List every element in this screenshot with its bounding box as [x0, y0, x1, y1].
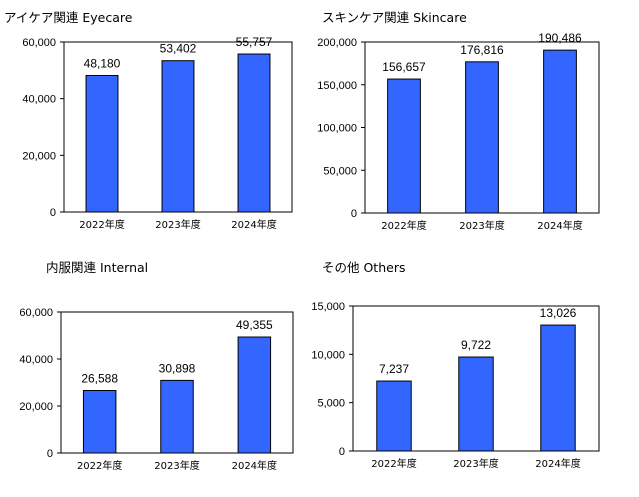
y-tick-label: 0 [351, 208, 357, 220]
data-label: 49,355 [236, 318, 273, 332]
x-tick-label: 2024年度 [537, 219, 582, 232]
x-tick-label: 2023年度 [453, 457, 498, 470]
y-tick-label: 0 [339, 446, 345, 458]
data-label: 156,657 [382, 60, 426, 74]
data-label: 190,486 [538, 31, 582, 45]
y-tick-label: 10,000 [311, 349, 345, 361]
y-tick-label: 15,000 [311, 301, 345, 313]
bar [376, 380, 412, 452]
chart-panel-1: アイケア関連 Eyecare 0 20,000 40,000 60,000 48,180 2… [4, 10, 293, 231]
bar [458, 356, 494, 452]
x-tick-label: 2023年度 [154, 459, 199, 472]
y-tick-label: 0 [47, 448, 53, 460]
x-tick-label: 2022年度 [381, 219, 426, 232]
bar [237, 336, 272, 454]
y-tick-label: 100,000 [317, 123, 357, 135]
y-tick-label: 5,000 [317, 398, 345, 410]
x-tick-label: 2022年度 [371, 457, 416, 470]
y-tick-label: 60,000 [19, 307, 53, 319]
data-label: 7,237 [379, 362, 409, 376]
x-tick-label: 2023年度 [155, 218, 200, 231]
y-tick-label: 20,000 [19, 401, 53, 413]
chart-panel-4: その他 Others 0 5,000 10,000 15,000 7,237 2022年度 9… [311, 260, 600, 470]
data-label: 48,180 [84, 56, 121, 70]
bar [85, 74, 119, 213]
y-tick-label: 50,000 [323, 165, 357, 177]
x-tick-label: 2022年度 [77, 459, 122, 472]
data-label: 55,757 [236, 35, 273, 49]
y-tick-label: 200,000 [317, 37, 357, 49]
chart-title: スキンケア関連 Skincare [322, 10, 467, 25]
chart-panel-3: 内服関連 Internal 0 20,000 40,000 60,000 26,588 20… [19, 260, 294, 472]
y-tick-label: 20,000 [22, 150, 56, 162]
bar [387, 78, 421, 214]
bar [543, 49, 577, 214]
bar [237, 53, 271, 213]
chart-panel-2: スキンケア関連 Skincare 0 50,000 100,000 150,000 200… [317, 10, 600, 232]
y-tick-label: 40,000 [22, 94, 56, 106]
x-tick-label: 2024年度 [231, 218, 276, 231]
bar [160, 379, 194, 454]
x-tick-label: 2023年度 [459, 219, 504, 232]
bar [161, 60, 195, 213]
data-label: 13,026 [540, 306, 577, 320]
bar [465, 61, 499, 214]
y-tick-label: 150,000 [317, 80, 357, 92]
data-label: 30,898 [159, 361, 196, 375]
data-label: 9,722 [461, 338, 491, 352]
y-tick-label: 0 [50, 207, 56, 219]
y-tick-label: 40,000 [19, 354, 53, 366]
y-tick-label: 60,000 [22, 37, 56, 49]
bar [82, 390, 117, 454]
chart-title: アイケア関連 Eyecare [4, 10, 133, 25]
data-label: 176,816 [460, 43, 504, 57]
x-tick-label: 2024年度 [232, 459, 277, 472]
chart-title: その他 Others [322, 260, 405, 275]
chart-title: 内服関連 Internal [46, 260, 148, 275]
x-tick-label: 2022年度 [79, 218, 124, 231]
data-label: 26,588 [81, 372, 118, 386]
x-tick-label: 2024年度 [535, 457, 580, 470]
bar [540, 324, 576, 452]
data-label: 53,402 [160, 42, 197, 56]
